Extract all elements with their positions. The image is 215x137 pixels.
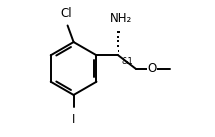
Text: NH₂: NH₂ <box>110 12 132 25</box>
Text: Cl: Cl <box>60 7 72 20</box>
Text: O: O <box>147 62 157 75</box>
Text: &1: &1 <box>122 57 133 66</box>
Text: I: I <box>72 113 75 126</box>
